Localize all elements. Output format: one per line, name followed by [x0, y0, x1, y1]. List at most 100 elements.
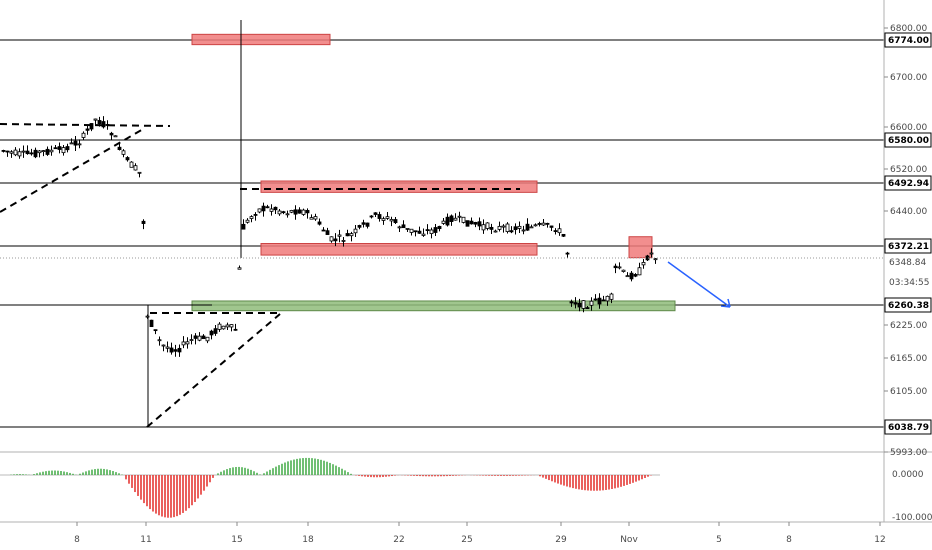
candle-body — [653, 258, 658, 261]
x-tick-label: 8 — [74, 535, 80, 545]
candle-body — [441, 220, 446, 224]
candle-body — [549, 225, 554, 228]
candle-body — [113, 135, 118, 138]
projection-arrow — [667, 261, 731, 308]
candle-body — [425, 229, 430, 232]
candle-body — [73, 140, 78, 146]
candle-body — [173, 349, 178, 352]
candle-body — [209, 330, 214, 336]
candle-body — [369, 215, 374, 218]
candle-body — [433, 227, 438, 233]
candle-body — [533, 224, 538, 227]
price-label-box — [884, 175, 932, 191]
candle-body — [253, 214, 258, 216]
candle-body — [429, 229, 434, 235]
candle-body — [349, 233, 354, 237]
zone-green — [191, 300, 676, 312]
candle-body — [25, 150, 30, 155]
candle-body — [601, 299, 606, 302]
candle-body — [581, 300, 586, 309]
candle-body — [561, 233, 566, 237]
candle-body — [201, 335, 206, 340]
candle-body — [649, 252, 654, 255]
candle-body — [89, 123, 94, 130]
candle-body — [237, 267, 242, 270]
candle-body — [465, 220, 470, 227]
candle-body — [325, 230, 330, 235]
candle-body — [133, 165, 138, 171]
candle-body — [229, 324, 234, 328]
price-panel — [0, 20, 884, 428]
candle-body — [501, 225, 506, 228]
candle-body — [477, 221, 482, 227]
candle-body — [337, 234, 342, 237]
candle-body — [161, 344, 166, 347]
candle-body — [101, 121, 106, 128]
candle-body — [153, 329, 158, 332]
candle-body — [385, 216, 390, 219]
candle-body — [437, 225, 442, 230]
price-label-box — [884, 297, 932, 313]
y-tick-label: 6520.00 — [890, 165, 927, 175]
zone-red — [260, 243, 538, 256]
candle-body — [569, 301, 574, 304]
trend-line — [146, 313, 281, 428]
price-label: 6038.79 — [888, 423, 929, 433]
x-tick-label: 5 — [716, 535, 722, 545]
candle-body — [641, 262, 646, 266]
candle-body — [577, 302, 582, 308]
candle-body — [145, 315, 150, 318]
candle-body — [205, 336, 210, 342]
candle-body — [281, 211, 286, 214]
candle-body — [293, 209, 298, 215]
price-label: 6492.94 — [888, 179, 929, 189]
zone-red — [191, 33, 331, 46]
candle-body — [137, 171, 142, 174]
candle-body — [401, 224, 406, 229]
candle-body — [189, 339, 194, 341]
candle-body — [65, 146, 70, 151]
candle-body — [409, 228, 414, 233]
candle-body — [537, 223, 542, 225]
candle-body — [421, 233, 426, 236]
candle-body — [289, 210, 294, 213]
candle-body — [225, 324, 230, 328]
candle-body — [509, 230, 514, 233]
candle-body — [345, 233, 350, 237]
candle-body — [177, 347, 182, 353]
candle-body — [393, 219, 398, 224]
candle-body — [125, 157, 130, 161]
candle-body — [453, 217, 458, 221]
candle-body — [329, 236, 334, 242]
candle-body — [357, 225, 362, 228]
candle-body — [457, 215, 462, 218]
y-tick-label: 6105.00 — [890, 387, 927, 397]
price-label-box — [884, 238, 932, 254]
candle-body — [269, 208, 274, 212]
candle-body — [381, 218, 386, 221]
price-label: 6580.00 — [888, 136, 929, 146]
candle-body — [517, 225, 522, 229]
candle-body — [365, 222, 370, 227]
candle-body — [613, 265, 618, 269]
x-tick-label: 8 — [786, 535, 792, 545]
countdown-label: 03:34:55 — [889, 278, 929, 288]
candle-body — [305, 210, 310, 214]
candle-body — [213, 328, 218, 334]
candle-body — [49, 149, 54, 153]
candle-body — [45, 148, 50, 155]
candle-body — [13, 149, 18, 156]
candle-body — [497, 225, 502, 230]
y-tick-label: 6800.00 — [890, 24, 927, 34]
y-tick-label: 5993.00 — [890, 448, 927, 458]
candle-body — [245, 219, 250, 223]
candle-body — [109, 132, 114, 136]
candle-body — [33, 149, 38, 158]
candle-body — [505, 223, 510, 232]
candle-body — [317, 221, 322, 225]
candle-body — [197, 335, 202, 341]
candle-body — [77, 143, 82, 146]
candle-body — [605, 295, 610, 302]
candle-body — [405, 228, 410, 230]
